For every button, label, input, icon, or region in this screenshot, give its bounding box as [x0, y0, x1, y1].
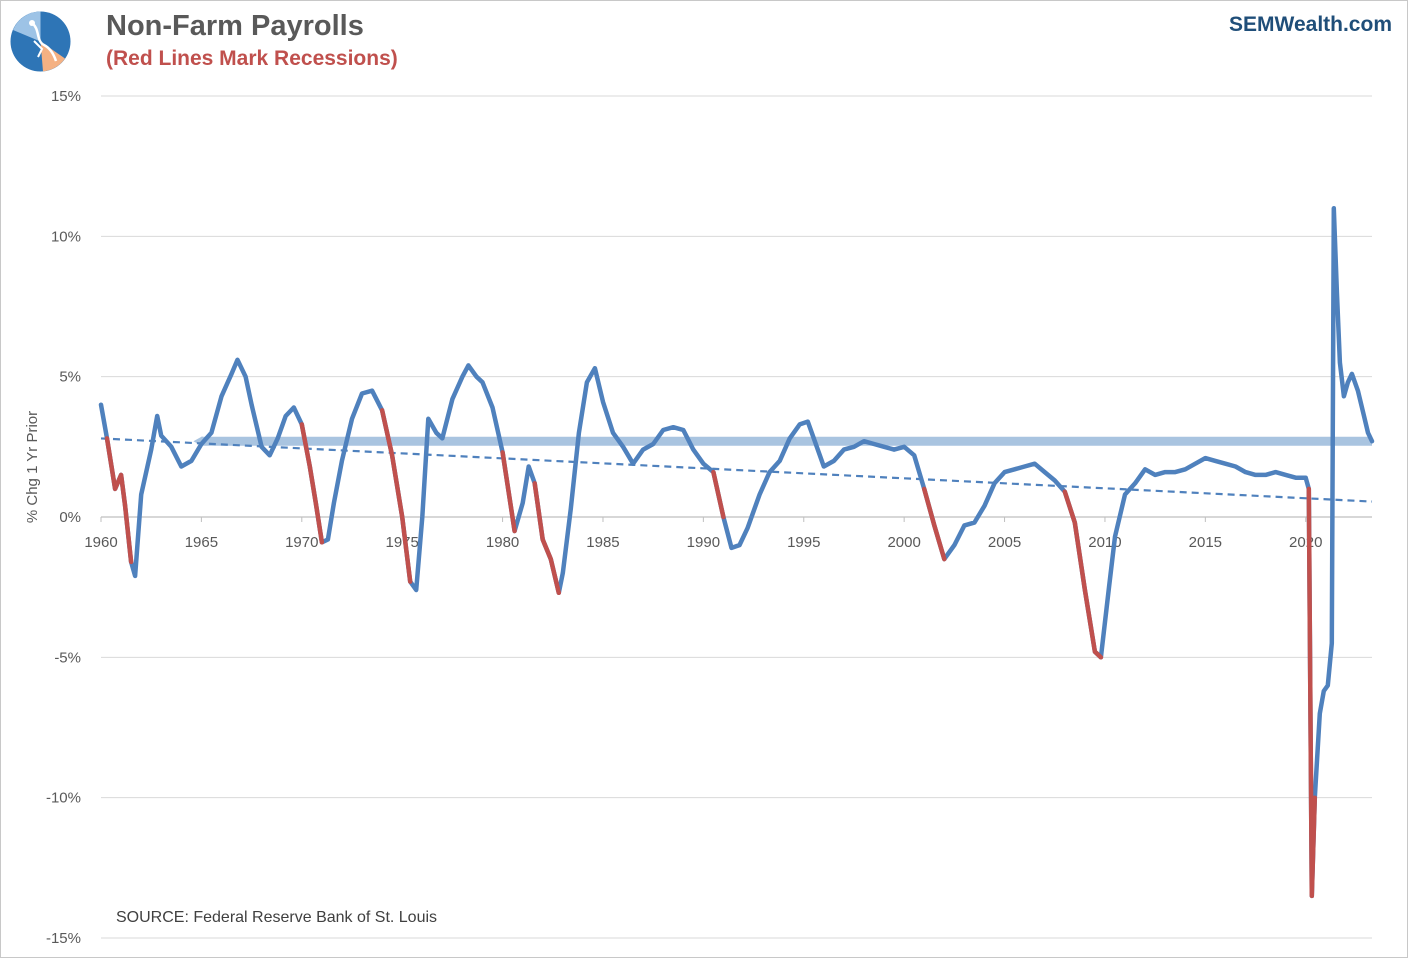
recession-segment — [921, 486, 947, 562]
payrolls-series-line — [98, 206, 1375, 899]
recession-segment — [379, 408, 413, 584]
recession-segment — [500, 450, 517, 534]
y-tick-label: -10% — [46, 790, 81, 807]
x-tick-label: 2005 — [988, 534, 1021, 551]
x-tick-label: 1965 — [185, 534, 218, 551]
x-tick-label: 2020 — [1289, 534, 1322, 551]
x-tick-label: 1990 — [687, 534, 720, 551]
chart-title: Non-Farm Payrolls — [106, 10, 364, 42]
trend-line — [100, 437, 1373, 503]
y-tick-label: 15% — [51, 88, 81, 105]
x-tick-label: 1970 — [285, 534, 318, 551]
y-tick-label: -5% — [54, 649, 81, 666]
y-tick-label: 5% — [59, 369, 81, 386]
x-tick-label: 1980 — [486, 534, 519, 551]
x-tick-label: 1960 — [84, 534, 117, 551]
x-tick-label: 2000 — [887, 534, 920, 551]
y-tick-label: 0% — [59, 509, 81, 526]
chart-subtitle: (Red Lines Mark Recessions) — [106, 47, 398, 70]
recession-segment — [532, 481, 562, 596]
recession-segment — [711, 469, 726, 520]
recession-segment — [1306, 486, 1318, 899]
x-tick-label: 1995 — [787, 534, 820, 551]
brand-link[interactable]: SEMWealth.com — [1229, 13, 1392, 36]
x-tick-label: 1975 — [385, 534, 418, 551]
y-tick-label: 10% — [51, 228, 81, 245]
recession-segment — [104, 436, 134, 565]
y-axis-label: % Chg 1 Yr Prior — [24, 411, 41, 523]
x-tick-label: 2015 — [1189, 534, 1222, 551]
recession-segment — [299, 422, 325, 545]
source-note: SOURCE: Federal Reserve Bank of St. Loui… — [116, 909, 437, 926]
semwealth-logo-icon — [10, 11, 71, 72]
recession-segment — [1062, 489, 1104, 660]
x-tick-label: 1985 — [586, 534, 619, 551]
y-tick-label: -15% — [46, 930, 81, 947]
